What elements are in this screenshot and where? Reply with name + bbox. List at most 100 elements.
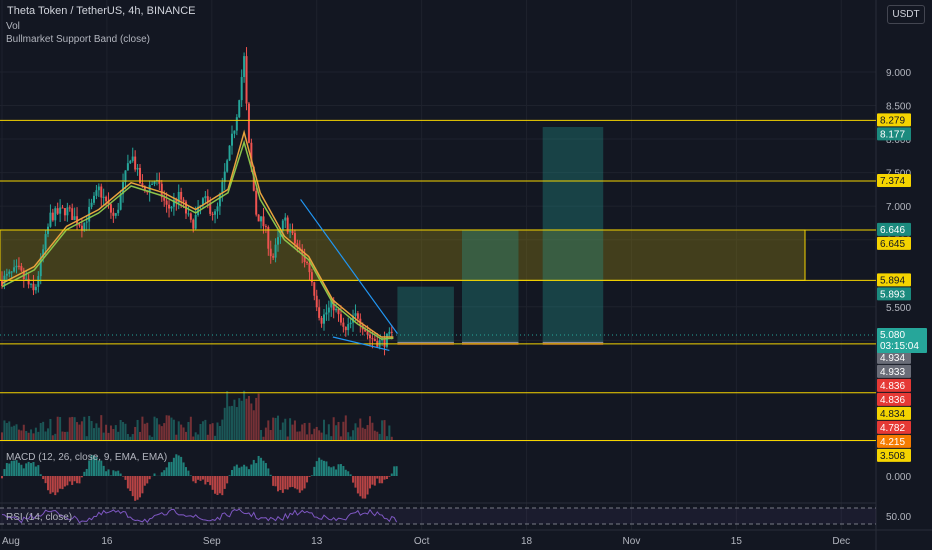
price-label-bg (877, 420, 911, 434)
volume-bar (61, 431, 64, 441)
volume-bar (160, 426, 163, 441)
volume-bar (180, 424, 183, 441)
candle-body (37, 276, 40, 287)
candle-body (313, 282, 316, 296)
volume-bar (274, 417, 277, 441)
macd-bar (267, 468, 270, 476)
volume-bar (143, 423, 146, 441)
candle-body (216, 206, 219, 212)
candle-body (153, 181, 156, 184)
target-box-3 (542, 126, 604, 343)
price-label: 4.782 (880, 423, 905, 434)
macd-bar (390, 473, 393, 476)
candle-body (218, 193, 221, 207)
macd-bar (269, 474, 272, 476)
candle-body (109, 204, 112, 213)
volume-bar (37, 431, 40, 441)
candle-body (136, 167, 139, 170)
volume-bar (1, 432, 3, 441)
time-tick-label: Dec (832, 536, 850, 547)
time-tick-label: 18 (521, 536, 533, 547)
macd-bar (163, 470, 166, 476)
candle-body (68, 207, 71, 209)
volume-bar (199, 423, 202, 441)
macd-bar (197, 476, 200, 480)
candle-body (107, 201, 110, 205)
volume-bar (105, 424, 108, 441)
candle-body (286, 217, 289, 233)
currency-selector[interactable]: USDT (887, 5, 925, 24)
macd-bar (228, 475, 231, 476)
macd-bar (279, 476, 282, 491)
candle-body (332, 300, 335, 311)
macd-bar (243, 464, 246, 476)
volume-bar (209, 424, 212, 441)
candle-body (354, 313, 357, 316)
macd-bar (124, 476, 127, 480)
macd-legend[interactable]: MACD (12, 26, close, 9, EMA, EMA) (6, 452, 168, 463)
rsi-legend[interactable]: RSI (14, close) (6, 512, 73, 523)
candle-body (124, 170, 127, 183)
candle-body (56, 208, 59, 214)
price-label: 4.215 (880, 437, 905, 448)
resistance-zone (0, 229, 806, 281)
volume-bar (8, 421, 11, 441)
volume-bar (354, 423, 357, 441)
candle-body (267, 227, 270, 249)
volume-bar (126, 434, 129, 441)
volume-bar (371, 422, 374, 441)
volume-bar (114, 425, 117, 441)
time-tick-label: Nov (623, 536, 641, 547)
price-label-bg (877, 113, 911, 127)
macd-bar (296, 476, 299, 490)
macd-bar (71, 476, 74, 485)
price-label: 4.836 (880, 395, 905, 406)
candle-body (15, 265, 18, 268)
volume-bar (80, 421, 83, 441)
volume-bar (322, 419, 325, 441)
macd-bar (245, 466, 248, 476)
volume-bar (267, 420, 270, 441)
candle-body (100, 186, 103, 198)
volume-bar (245, 398, 248, 441)
macd-bar (49, 476, 52, 494)
candle-body (44, 234, 47, 250)
macd-bar (252, 459, 255, 476)
candle-body (366, 331, 369, 335)
volume-bar (187, 421, 190, 441)
candle-body (63, 208, 66, 216)
band-legend[interactable]: Bullmarket Support Band (close) (6, 34, 150, 45)
macd-bar (216, 476, 219, 496)
volume-bar (146, 422, 149, 441)
macd-bar (257, 455, 260, 476)
candle-body (5, 273, 8, 276)
candle-body (238, 100, 241, 118)
macd-bar (313, 466, 316, 476)
volume-bar (206, 434, 209, 441)
candle-body (272, 256, 275, 258)
macd-bar (30, 463, 33, 476)
volume-legend[interactable]: Vol (6, 21, 20, 32)
rsi-pane (0, 507, 876, 525)
volume-bar (175, 434, 178, 441)
volume-bar (71, 416, 74, 441)
macd-bar (373, 476, 376, 486)
candle-body (20, 266, 23, 271)
macd-pane (1, 454, 398, 501)
macd-bar (298, 476, 301, 493)
candle-body (240, 77, 243, 101)
candle-body (201, 198, 204, 206)
candle-body (59, 207, 62, 214)
candle-body (262, 216, 265, 227)
macd-bar (165, 467, 168, 476)
volume-bar (238, 398, 241, 441)
volume-bar (3, 420, 6, 441)
macd-bar (109, 475, 112, 476)
volume-bar (168, 415, 171, 441)
macd-bar (264, 463, 267, 476)
candle-body (383, 339, 386, 347)
candle-body (315, 295, 318, 308)
macd-bar (175, 454, 178, 476)
macd-bar (63, 476, 66, 487)
